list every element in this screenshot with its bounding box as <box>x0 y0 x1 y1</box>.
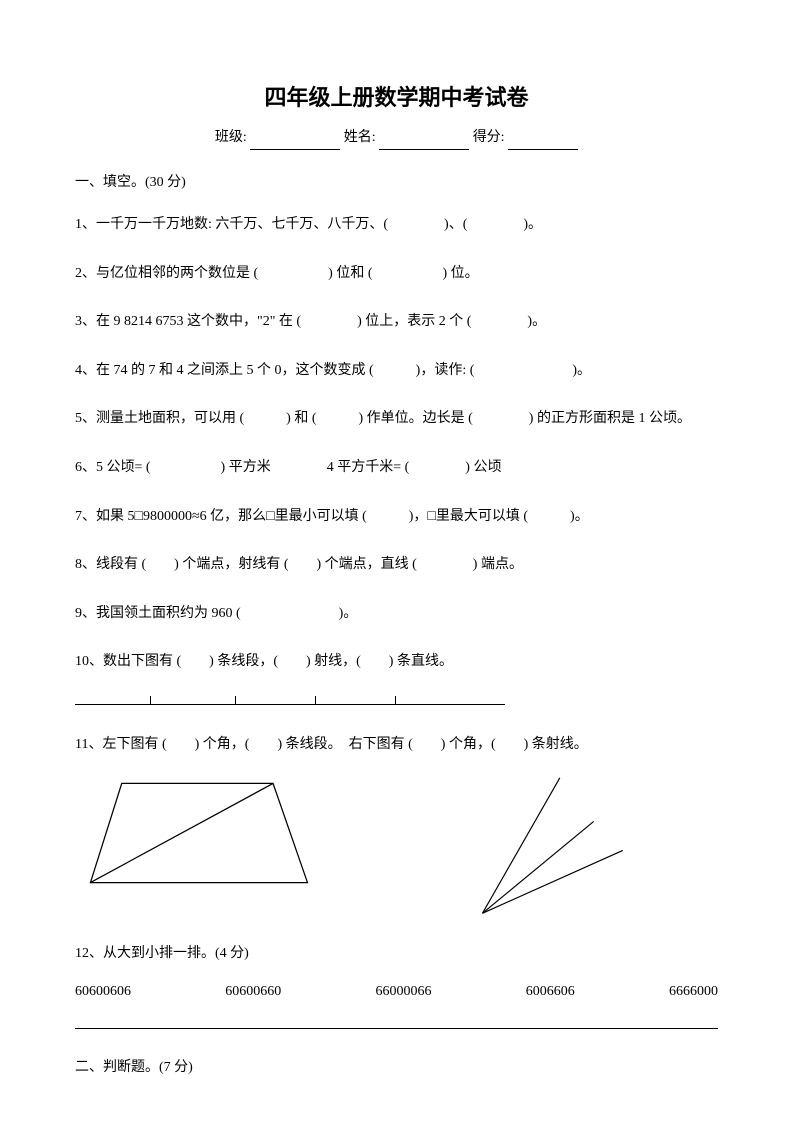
name-blank <box>379 136 469 150</box>
tick-3 <box>315 696 316 705</box>
score-blank <box>508 136 578 150</box>
num-5: 6666000 <box>669 981 718 1003</box>
question-1: 1、一千万一千万地数: 六千万、七千万、八千万、( )、( )。 <box>75 212 718 239</box>
figures-row <box>75 773 718 923</box>
num-4: 6006606 <box>526 981 575 1003</box>
question-12-numbers: 60600606 60600660 66000066 6006606 66660… <box>75 981 718 1003</box>
page-title: 四年级上册数学期中考试卷 <box>75 80 718 115</box>
question-3: 3、在 9 8214 6753 这个数中，"2" 在 ( ) 位上，表示 2 个… <box>75 309 718 336</box>
question-11: 11、左下图有 ( ) 个角，( ) 条线段。 右下图有 ( ) 个角，( ) … <box>75 732 718 759</box>
question-5: 5、测量土地面积，可以用 ( ) 和 ( ) 作单位。边长是 ( ) 的正方形面… <box>75 406 718 433</box>
horizontal-line <box>75 704 505 705</box>
question-6: 6、5 公顷= ( ) 平方米 4 平方千米= ( ) 公顷 <box>75 455 718 482</box>
tick-2 <box>235 696 236 705</box>
line-segment-figure <box>75 690 718 714</box>
score-label: 得分: <box>473 130 505 145</box>
num-3: 66000066 <box>376 981 432 1003</box>
name-label: 姓名: <box>344 130 376 145</box>
tick-1 <box>150 696 151 705</box>
question-7: 7、如果 5□9800000≈6 亿，那么□里最小可以填 ( )，□里最大可以填… <box>75 504 718 531</box>
question-8: 8、线段有 ( ) 个端点，射线有 ( ) 个端点，直线 ( ) 端点。 <box>75 552 718 579</box>
student-info-line: 班级: 姓名: 得分: <box>75 127 718 149</box>
num-2: 60600660 <box>225 981 281 1003</box>
class-label: 班级: <box>215 130 247 145</box>
question-4: 4、在 74 的 7 和 4 之间添上 5 个 0，这个数变成 ( )，读作: … <box>75 358 718 385</box>
section-2-heading: 二、判断题。(7 分) <box>75 1057 718 1079</box>
num-1: 60600606 <box>75 981 131 1003</box>
question-12-head: 12、从大到小排一排。(4 分) <box>75 941 718 968</box>
answer-line <box>75 1027 718 1029</box>
trapezoid-figure <box>75 773 325 893</box>
question-10: 10、数出下图有 ( ) 条线段，( ) 射线，( ) 条直线。 <box>75 649 718 676</box>
tick-4 <box>395 696 396 705</box>
question-2: 2、与亿位相邻的两个数位是 ( ) 位和 ( ) 位。 <box>75 261 718 288</box>
question-9: 9、我国领土面积约为 960 ( )。 <box>75 601 718 628</box>
section-1-heading: 一、填空。(30 分) <box>75 172 718 194</box>
class-blank <box>250 136 340 150</box>
rays-figure <box>465 773 645 923</box>
